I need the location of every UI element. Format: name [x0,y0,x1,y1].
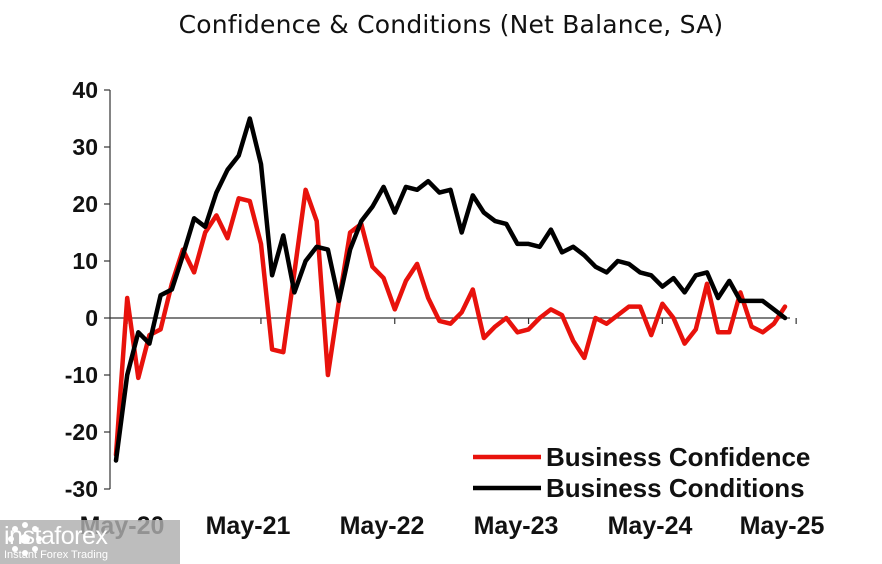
instaforex-logo-icon [8,522,42,556]
watermark-text: instaforex Instant Forex Trading [4,521,108,561]
x-tick-label: May-24 [608,512,693,540]
watermark-tagline: Instant Forex Trading [4,548,108,561]
watermark: instaforex Instant Forex Trading [0,520,180,564]
chart-title: Confidence & Conditions (Net Balance, SA… [178,10,724,39]
series-line-business-conditions [113,116,788,463]
x-tick-label: May-21 [206,512,291,540]
y-tick-label: 30 [72,134,98,160]
y-axis-tick-labels: 40 30 20 10 0 -10 -20 -30 [65,77,98,502]
y-tick-label: -10 [65,362,98,388]
axes [104,89,797,490]
y-tick-label: 40 [72,77,98,103]
y-tick-label: -30 [65,476,98,502]
series-lines [113,116,788,463]
legend-label: Business Confidence [546,442,810,472]
x-tick-label: May-22 [340,512,425,540]
legend-label: Business Conditions [546,473,805,503]
x-tick-label: May-25 [740,512,825,540]
y-tick-label: 10 [72,248,98,274]
y-tick-label: -20 [65,419,98,445]
watermark-brand: instaforex [4,521,108,550]
y-tick-label: 20 [72,191,98,217]
x-tick-label: May-23 [474,512,559,540]
y-tick-label: 0 [85,305,98,331]
series-line-business-confidence [113,187,788,458]
